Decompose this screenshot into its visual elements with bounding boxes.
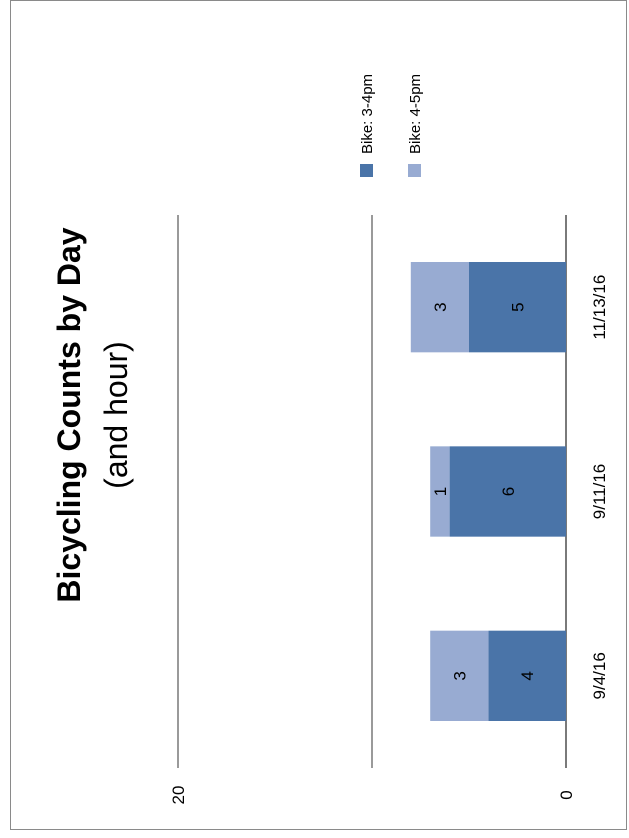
bar-11-13-16-series-0 — [469, 262, 566, 353]
y-tick-label-0: 0 — [557, 790, 576, 799]
legend-label-3-4pm: Bike: 3-4pm — [359, 74, 376, 154]
bars-group: 4 3 6 1 5 3 — [410, 262, 566, 721]
legend: Bike: 3-4pm Bike: 4-5pm — [359, 74, 424, 177]
bar-11-13-16-series-1 — [410, 262, 469, 353]
legend-swatch-4-5pm — [408, 164, 421, 177]
data-label-9-11-16-series-1: 1 — [431, 487, 450, 496]
legend-label-4-5pm: Bike: 4-5pm — [407, 74, 424, 154]
chart-subtitle: (and hour) — [98, 341, 134, 489]
category-label-9-11-16: 9/11/16 — [590, 464, 609, 519]
bar-9-11-16-series-0 — [449, 446, 566, 537]
legend-swatch-3-4pm — [360, 164, 373, 177]
category-labels: 9/4/16 9/11/16 11/13/16 — [590, 275, 609, 700]
data-label-11-13-16-series-0: 5 — [509, 302, 528, 311]
bar-9-4-16-series-0 — [488, 630, 566, 721]
bar-9-11-16-series-1 — [430, 446, 450, 537]
y-tick-labels: 20 0 — [169, 786, 576, 805]
category-label-9-4-16: 9/4/16 — [590, 652, 609, 699]
chart-title: Bicycling Counts by Day — [51, 227, 87, 602]
y-tick-label-20: 20 — [169, 786, 188, 805]
data-label-9-11-16-series-0: 6 — [499, 487, 518, 496]
data-label-11-13-16-series-1: 3 — [431, 302, 450, 311]
data-label-9-4-16-series-1: 3 — [450, 671, 469, 680]
category-label-11-13-16: 11/13/16 — [590, 275, 609, 340]
data-label-9-4-16-series-0: 4 — [518, 671, 537, 680]
bar-9-4-16-series-1 — [430, 630, 489, 721]
